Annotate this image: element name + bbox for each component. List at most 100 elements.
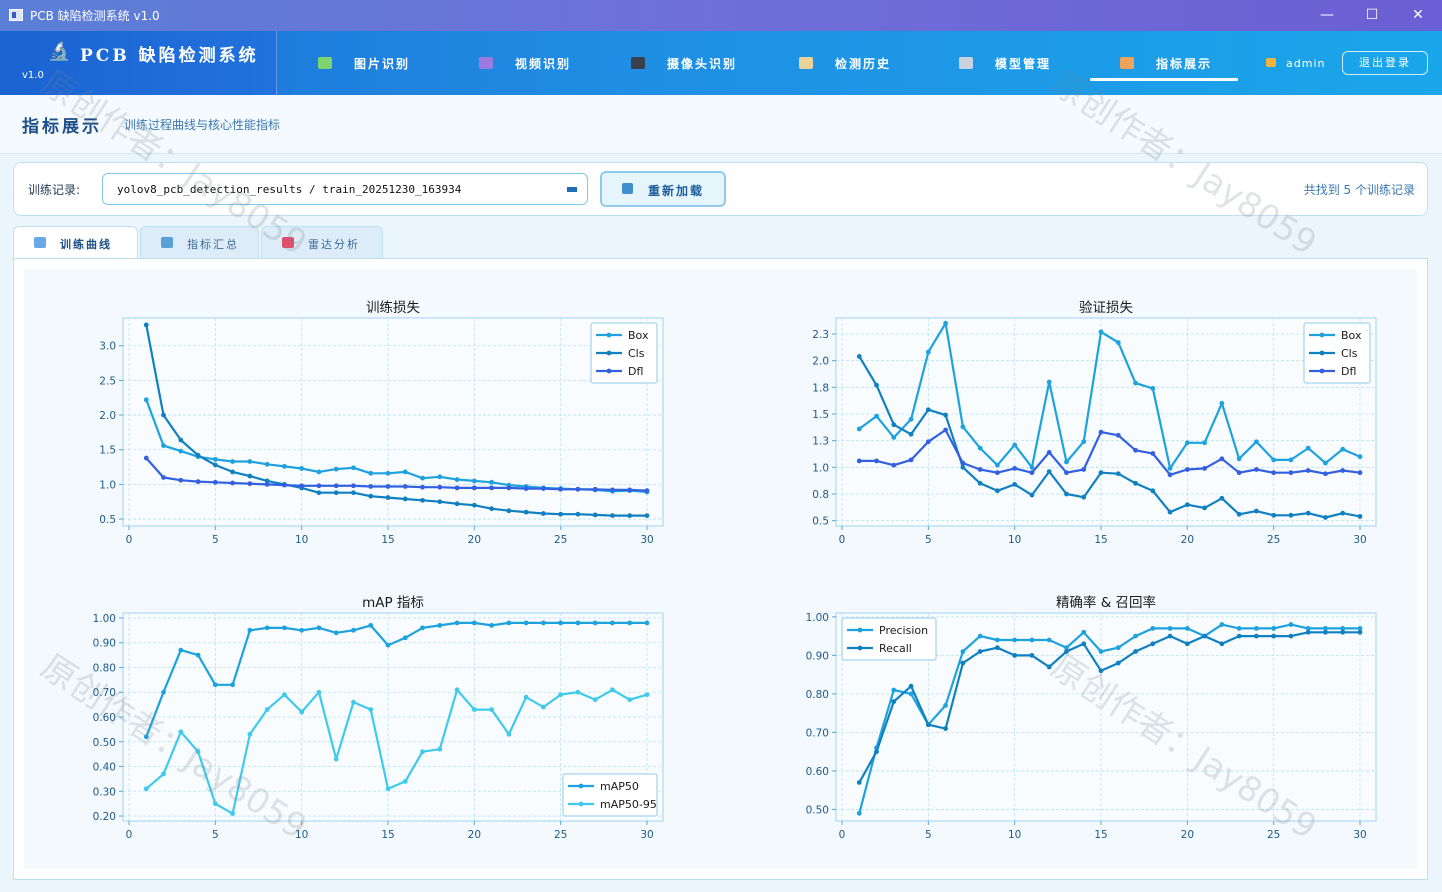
data-point	[402, 469, 408, 475]
data-point	[925, 349, 931, 355]
brand: 🔬 PCB 缺陷检测系统 v1.0	[0, 31, 277, 95]
data-point	[541, 620, 546, 626]
plot-frame	[122, 317, 664, 527]
y-tick-label: 1.00	[806, 612, 829, 624]
line-chart-icon	[34, 237, 46, 248]
data-point	[299, 483, 305, 489]
legend-box	[562, 773, 658, 817]
series-line	[858, 322, 1361, 470]
logout-button[interactable]: 退出登录	[1342, 51, 1428, 75]
legend-marker	[857, 645, 863, 651]
data-point	[1219, 495, 1225, 501]
x-tick-label: 5	[925, 534, 932, 546]
data-point	[333, 483, 339, 489]
x-tick-label: 15	[381, 534, 394, 546]
nav-metrics-display[interactable]: 指标展示	[1089, 31, 1239, 95]
data-point	[1184, 440, 1190, 446]
y-tick-label: 0.8	[812, 489, 829, 501]
data-point	[1254, 626, 1259, 631]
data-point	[856, 780, 862, 785]
legend-label: Dfl	[628, 365, 643, 378]
chevron-down-icon	[567, 187, 577, 192]
tab-training-curves[interactable]: 训练曲线	[13, 226, 138, 259]
maximize-button[interactable]: ☐	[1365, 7, 1379, 23]
data-point	[1012, 466, 1018, 471]
data-point	[282, 625, 287, 631]
data-point	[282, 692, 287, 698]
data-point	[282, 482, 287, 488]
data-point	[1323, 629, 1328, 635]
data-point	[1167, 633, 1173, 639]
data-point	[943, 320, 948, 326]
data-point	[908, 691, 914, 697]
data-point	[299, 709, 305, 715]
nav-label: 视频识别	[515, 56, 572, 71]
reload-button[interactable]: 重新加载	[600, 171, 726, 207]
legend: mAP50 mAP50-95	[562, 773, 658, 817]
data-point	[506, 485, 512, 491]
x-tick-label: 10	[295, 534, 308, 546]
data-point	[368, 622, 374, 628]
data-point	[1064, 470, 1069, 476]
x-tick-label: 25	[1267, 534, 1280, 546]
nav-camera-recognition[interactable]: 摄像头识别	[631, 31, 737, 95]
data-point	[264, 482, 270, 487]
tab-metrics-summary[interactable]: 指标汇总	[140, 226, 259, 258]
data-point	[161, 443, 166, 448]
data-point	[161, 412, 166, 418]
x-tick-label: 30	[640, 534, 653, 546]
series-line	[858, 623, 1360, 814]
data-point	[943, 427, 948, 433]
data-point	[1081, 467, 1087, 472]
series-line	[858, 631, 1360, 784]
data-point	[1029, 652, 1035, 658]
data-point	[977, 467, 983, 472]
data-point	[1323, 471, 1328, 477]
data-point	[891, 435, 897, 440]
data-point	[316, 490, 322, 496]
data-point	[1046, 450, 1052, 455]
data-point	[908, 416, 914, 422]
y-tick-label: 2.3	[812, 329, 829, 341]
y-tick-label: 1.3	[812, 436, 829, 448]
data-point	[437, 746, 443, 752]
data-point	[212, 801, 218, 807]
data-point	[1305, 629, 1311, 635]
legend-marker	[1319, 368, 1325, 374]
data-point	[977, 480, 983, 486]
x-tick-label: 20	[468, 829, 481, 841]
data-point	[368, 470, 374, 476]
nav-model-management[interactable]: 模型管理	[959, 31, 1051, 95]
data-point	[1288, 470, 1294, 476]
data-point	[1029, 464, 1035, 470]
training-record-select[interactable]: yolov8_pcb_detection_results / train_202…	[102, 173, 588, 205]
selected-record: yolov8_pcb_detection_results / train_202…	[117, 183, 462, 196]
legend-marker	[1319, 350, 1325, 356]
data-point	[644, 488, 650, 494]
data-point	[489, 479, 494, 485]
user-info[interactable]: admin	[1266, 57, 1325, 70]
close-button[interactable]: ✕	[1412, 7, 1424, 23]
data-point	[333, 756, 339, 762]
data-point	[592, 697, 598, 703]
minimize-button[interactable]: —	[1320, 7, 1334, 23]
window-title: PCB 缺陷检测系统 v1.0	[30, 9, 160, 23]
data-point	[368, 484, 374, 489]
data-point	[1202, 440, 1207, 446]
data-point	[230, 469, 236, 475]
data-point	[1323, 515, 1328, 520]
data-point	[368, 493, 374, 499]
data-point	[385, 495, 391, 500]
data-point	[523, 486, 529, 491]
nav-video-recognition[interactable]: 视频识别	[479, 31, 571, 95]
tab-radar-analysis[interactable]: 雷达分析	[261, 226, 383, 258]
chart-2: 0.5 0.8 1.0 1.3 1.5 1.8 2.0 2.3 0 5 10 15 20 25 30 验证损失…	[812, 300, 1377, 546]
data-point	[1340, 626, 1346, 631]
nav-detection-history[interactable]: 检测历史	[799, 31, 891, 95]
y-tick-label: 0.90	[93, 638, 116, 650]
nav-label: 指标展示	[1156, 56, 1213, 71]
nav-image-recognition[interactable]: 图片识别	[318, 31, 410, 95]
data-point	[1081, 641, 1087, 647]
y-tick-label: 0.70	[93, 687, 116, 699]
data-point	[420, 749, 425, 755]
